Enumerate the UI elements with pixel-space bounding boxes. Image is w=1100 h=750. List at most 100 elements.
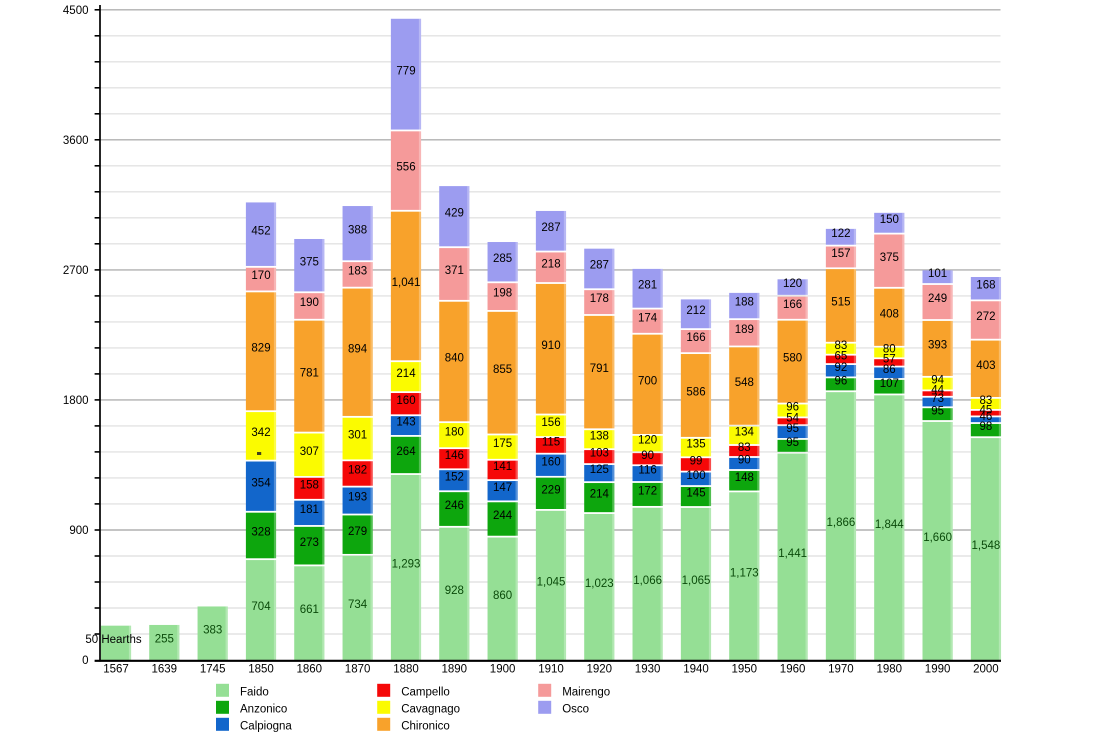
svg-text:375: 375 (880, 252, 899, 264)
svg-text:4500: 4500 (63, 5, 89, 17)
svg-text:354: 354 (251, 477, 271, 489)
svg-text:301: 301 (348, 430, 367, 442)
svg-text:214: 214 (590, 489, 610, 501)
svg-text:1,844: 1,844 (875, 519, 904, 531)
svg-text:146: 146 (445, 450, 464, 462)
svg-text:1990: 1990 (925, 663, 951, 675)
svg-text:96: 96 (835, 375, 848, 387)
svg-text:Calpiogna: Calpiogna (240, 720, 292, 732)
svg-text:328: 328 (251, 527, 270, 539)
svg-text:264: 264 (396, 446, 416, 458)
svg-text:1910: 1910 (538, 663, 564, 675)
svg-text:2000: 2000 (973, 663, 999, 675)
svg-text:388: 388 (348, 224, 367, 236)
svg-text:172: 172 (638, 486, 657, 498)
svg-text:900: 900 (69, 525, 88, 537)
svg-text:928: 928 (445, 585, 464, 597)
svg-text:90: 90 (641, 450, 654, 462)
svg-text:244: 244 (493, 510, 513, 522)
svg-text:166: 166 (783, 299, 802, 311)
svg-text:1970: 1970 (828, 663, 854, 675)
svg-text:3600: 3600 (63, 135, 89, 147)
svg-text:1,293: 1,293 (392, 559, 421, 571)
svg-text:249: 249 (928, 293, 947, 305)
svg-text:910: 910 (541, 340, 560, 352)
svg-text:190: 190 (300, 297, 319, 309)
svg-text:287: 287 (590, 260, 609, 272)
svg-text:1,660: 1,660 (923, 532, 952, 544)
svg-text:148: 148 (735, 472, 754, 484)
svg-text:781: 781 (300, 367, 319, 379)
svg-text:178: 178 (590, 293, 609, 305)
svg-text:Faido: Faido (240, 686, 269, 698)
svg-text:2700: 2700 (63, 265, 89, 277)
svg-text:408: 408 (880, 308, 899, 320)
svg-text:894: 894 (348, 343, 368, 355)
svg-text:134: 134 (735, 426, 755, 438)
svg-text:50 Hearths: 50 Hearths (85, 634, 142, 646)
svg-text:1745: 1745 (200, 663, 226, 675)
svg-text:1900: 1900 (490, 663, 516, 675)
svg-text:403: 403 (976, 360, 995, 372)
svg-text:1,548: 1,548 (972, 540, 1001, 552)
svg-text:1,065: 1,065 (682, 575, 711, 587)
svg-text:515: 515 (831, 297, 850, 309)
svg-text:57: 57 (883, 354, 896, 366)
svg-text:393: 393 (928, 340, 947, 352)
svg-text:143: 143 (396, 417, 415, 429)
svg-text:115: 115 (542, 437, 560, 449)
svg-text:95: 95 (931, 405, 944, 417)
svg-text:96: 96 (786, 402, 799, 414)
svg-text:371: 371 (445, 265, 464, 277)
svg-text:183: 183 (348, 266, 367, 278)
svg-text:46: 46 (980, 411, 993, 423)
svg-text:83: 83 (980, 395, 993, 407)
svg-text:Cavagnago: Cavagnago (401, 703, 460, 715)
svg-text:1880: 1880 (393, 663, 419, 675)
svg-text:145: 145 (686, 488, 705, 500)
svg-text:122: 122 (831, 228, 850, 240)
svg-text:1,045: 1,045 (537, 577, 566, 589)
svg-text:556: 556 (396, 162, 415, 174)
svg-text:214: 214 (396, 368, 416, 380)
svg-text:229: 229 (541, 485, 560, 497)
svg-text:182: 182 (348, 465, 367, 477)
svg-text:840: 840 (445, 353, 464, 365)
svg-text:160: 160 (396, 395, 415, 407)
svg-text:152: 152 (445, 471, 464, 483)
svg-text:120: 120 (783, 278, 802, 290)
svg-text:307: 307 (300, 446, 319, 458)
svg-text:83: 83 (835, 340, 848, 352)
svg-text:54: 54 (786, 412, 799, 424)
svg-text:375: 375 (300, 256, 319, 268)
svg-text:1950: 1950 (732, 663, 758, 675)
svg-text:95: 95 (786, 423, 799, 435)
svg-text:791: 791 (590, 363, 609, 375)
svg-text:Chironico: Chironico (401, 720, 450, 732)
svg-text:1639: 1639 (152, 663, 178, 675)
svg-text:734: 734 (348, 599, 368, 611)
svg-text:1,066: 1,066 (633, 575, 662, 587)
svg-text:0: 0 (82, 655, 88, 667)
svg-text:188: 188 (735, 297, 754, 309)
svg-text:1930: 1930 (635, 663, 661, 675)
svg-text:829: 829 (251, 342, 270, 354)
svg-text:246: 246 (445, 500, 464, 512)
svg-text:218: 218 (541, 258, 560, 270)
svg-text:94: 94 (931, 375, 944, 387)
svg-text:1850: 1850 (248, 663, 274, 675)
svg-text:157: 157 (831, 248, 850, 260)
svg-text:174: 174 (638, 312, 658, 324)
svg-text:Osco: Osco (562, 703, 589, 715)
svg-text:1,023: 1,023 (585, 578, 614, 590)
svg-text:1,173: 1,173 (730, 567, 759, 579)
svg-text:281: 281 (638, 279, 657, 291)
svg-text:704: 704 (251, 601, 271, 613)
svg-text:429: 429 (445, 207, 464, 219)
svg-text:452: 452 (251, 225, 270, 237)
svg-text:1940: 1940 (683, 663, 709, 675)
svg-text:107: 107 (880, 378, 899, 390)
svg-text:779: 779 (396, 65, 415, 77)
svg-text:147: 147 (493, 482, 512, 494)
svg-text:1860: 1860 (297, 663, 323, 675)
